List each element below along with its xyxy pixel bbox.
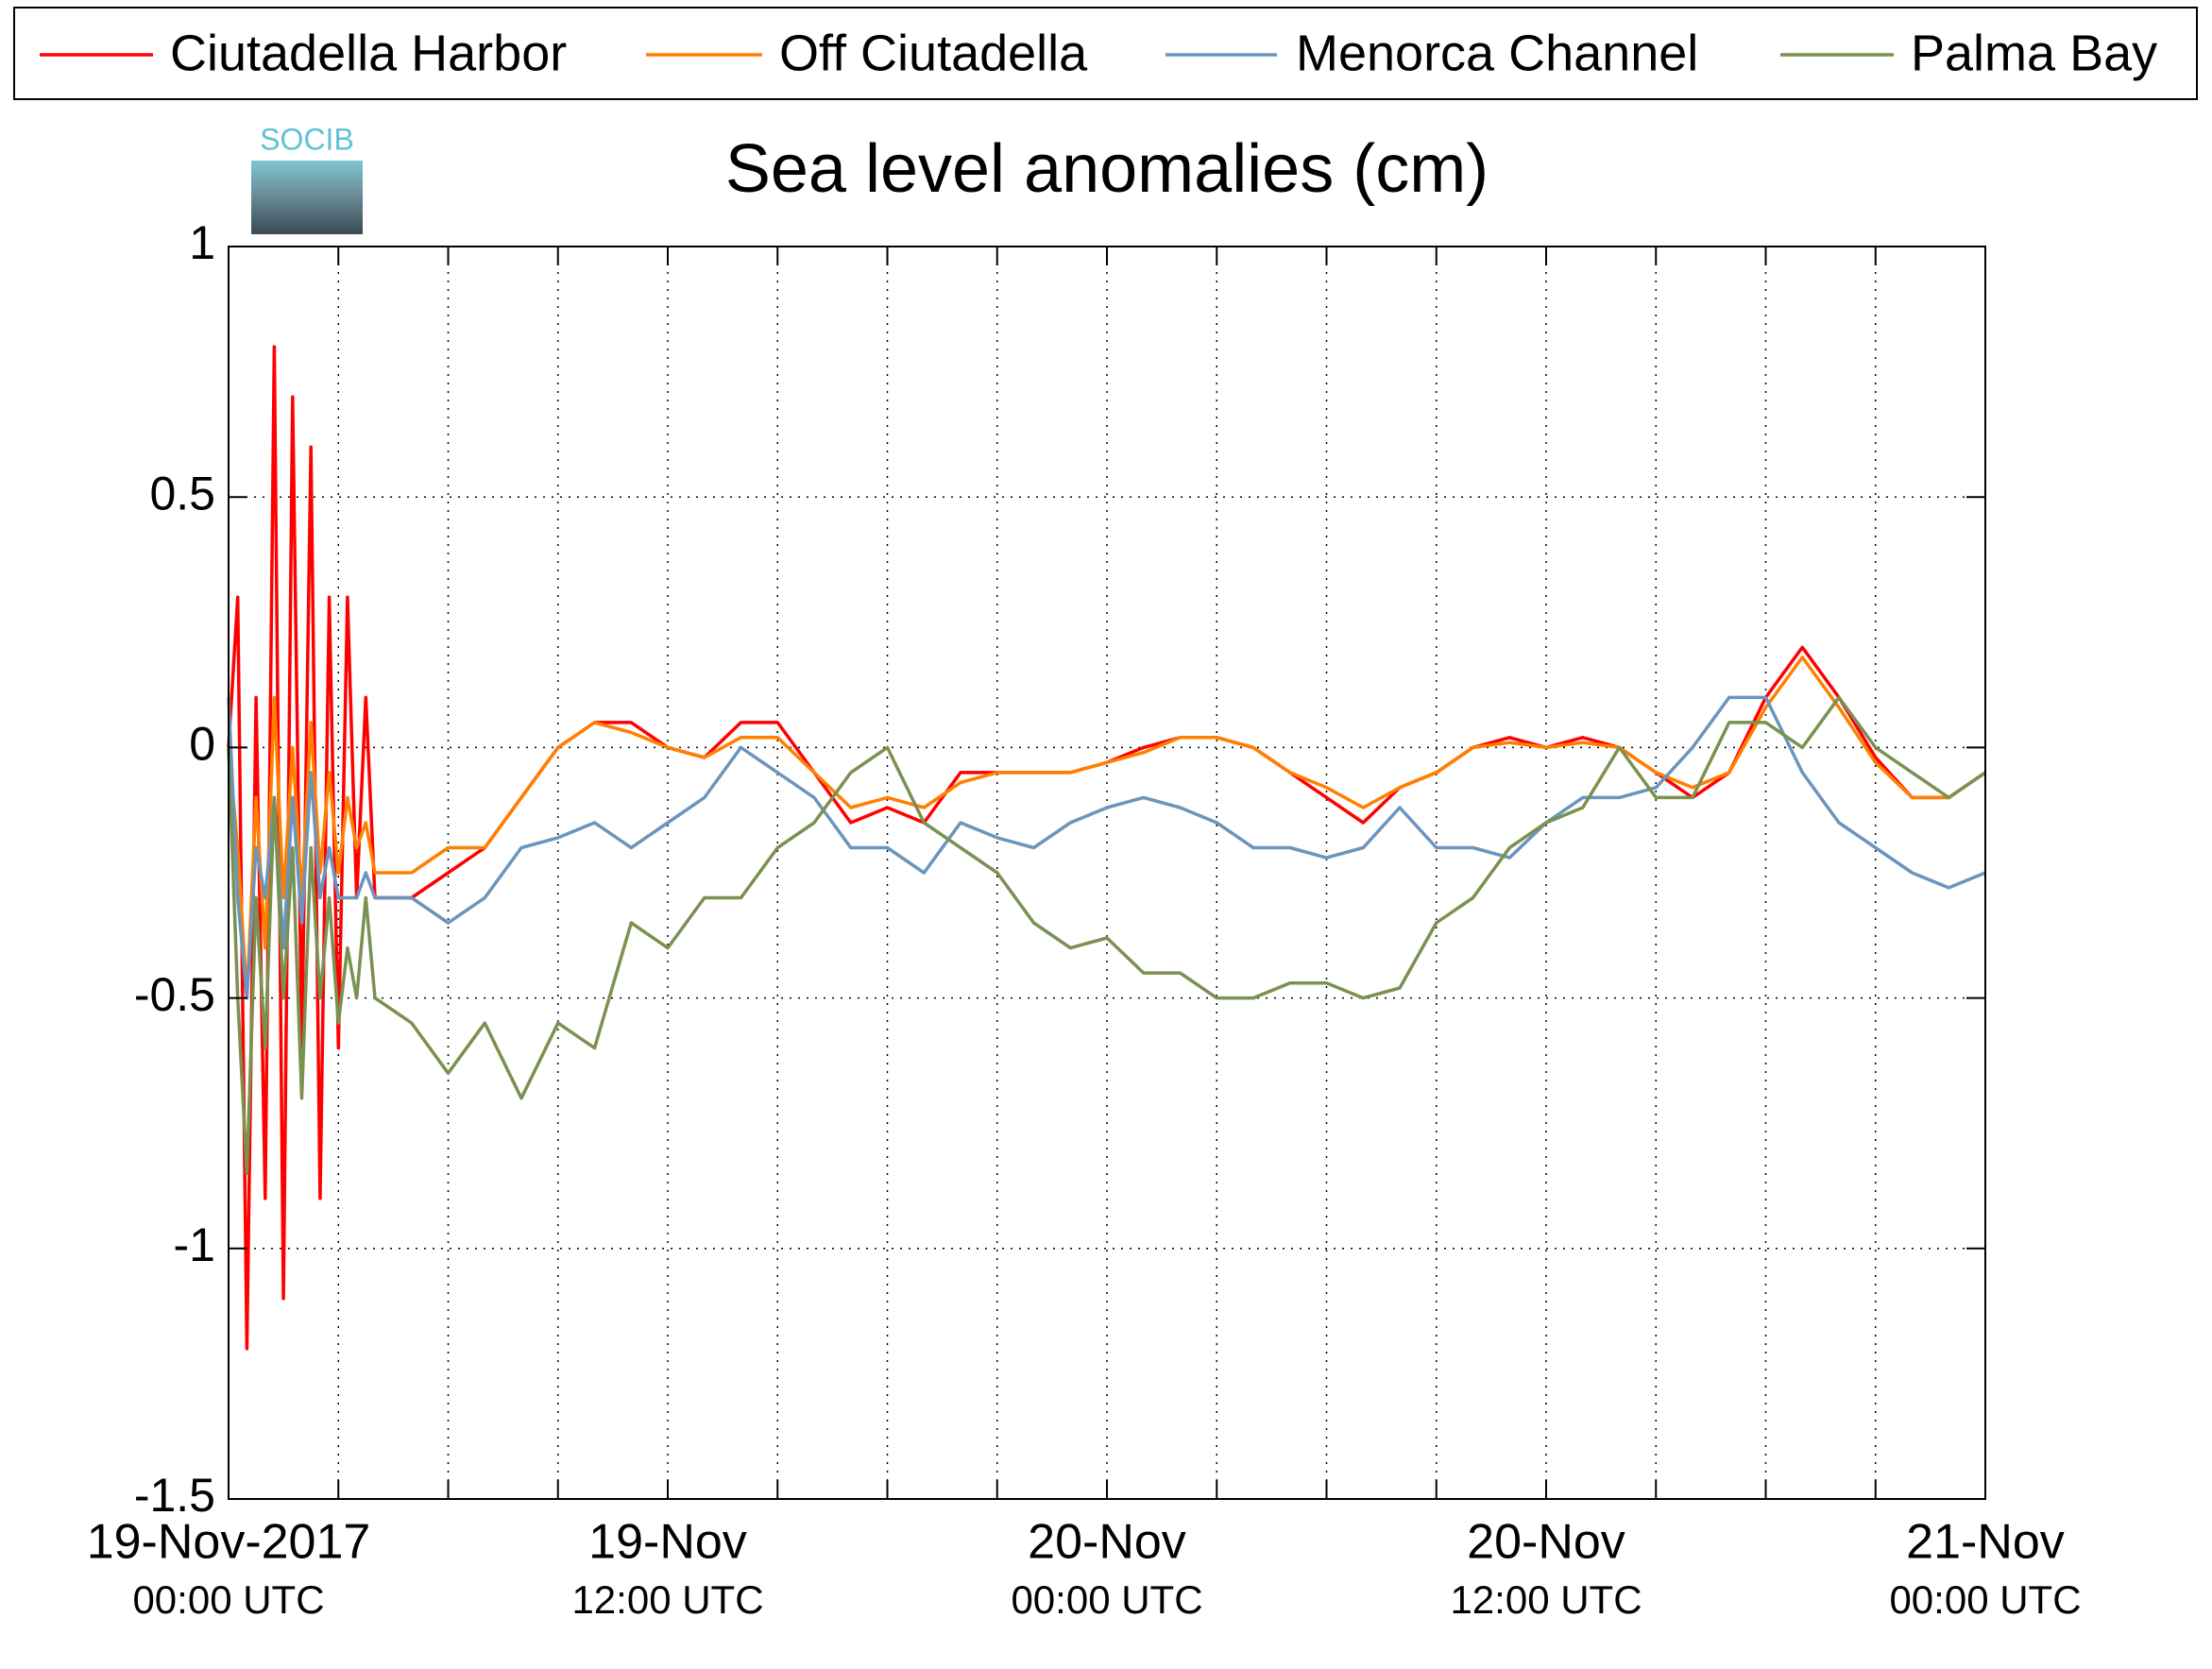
x-tick-label: 19-Nov: [588, 1515, 747, 1570]
y-tick-label: 0: [189, 718, 215, 771]
y-tick-label: -0.5: [134, 968, 215, 1021]
chart-title: Sea level anomalies (cm): [725, 131, 1489, 207]
legend-label: Palma Bay: [1911, 25, 2157, 81]
x-tick-sublabel: 00:00 UTC: [132, 1577, 324, 1622]
x-tick-label: 20-Nov: [1467, 1515, 1625, 1570]
x-tick-label: 19-Nov-2017: [87, 1515, 371, 1570]
legend-label: Ciutadella Harbor: [170, 25, 567, 81]
legend-label: Off Ciutadella: [779, 25, 1088, 81]
y-tick-label: 0.5: [149, 467, 215, 519]
plot-lines: [227, 345, 1986, 1351]
logo-text: SOCIB: [260, 122, 354, 156]
x-tick-sublabel: 12:00 UTC: [571, 1577, 763, 1622]
x-tick-sublabel: 12:00 UTC: [1450, 1577, 1642, 1622]
axes: -1.5 -1 -0.5 0 0.5 1 19-Nov-2017 00:00 UTC 19-No…: [87, 216, 2082, 1622]
x-tick-label: 21-Nov: [1906, 1515, 2065, 1570]
y-tick-label: 1: [189, 216, 215, 269]
logo: SOCIB: [251, 122, 363, 234]
legend: Ciutadella Harbor Off Ciutadella Menorca C…: [40, 25, 2157, 81]
series-line: [227, 695, 1986, 1175]
y-tick-label: -1.5: [134, 1469, 215, 1522]
y-tick-label: -1: [174, 1218, 215, 1271]
x-tick-sublabel: 00:00 UTC: [1889, 1577, 2081, 1622]
x-tick-label: 20-Nov: [1028, 1515, 1186, 1570]
series-line: [227, 695, 1986, 1000]
x-tick-sublabel: 00:00 UTC: [1011, 1577, 1202, 1622]
legend-label: Menorca Channel: [1296, 25, 1698, 81]
logo-image: [251, 161, 363, 234]
